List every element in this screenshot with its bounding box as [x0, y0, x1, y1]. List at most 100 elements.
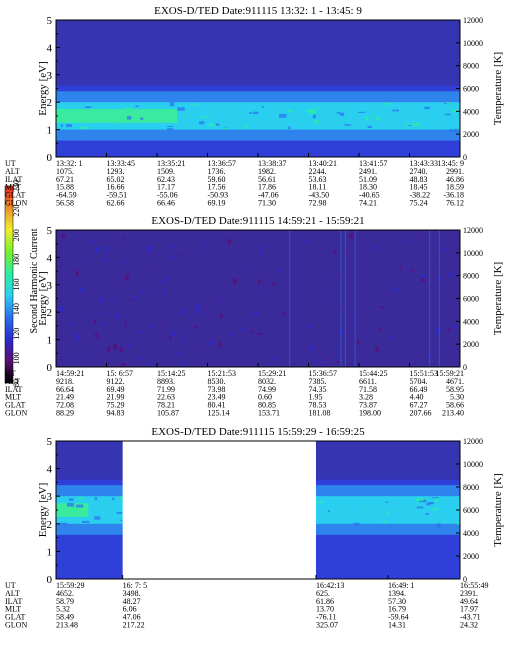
- spectrogram-cell: [149, 266, 151, 268]
- spectrogram-cell: [316, 501, 324, 503]
- orbit-cell: 17.86: [258, 183, 276, 192]
- spectrogram-cell: [338, 350, 340, 356]
- y2-tick-label: 0: [463, 575, 467, 584]
- orbit-row-label: GLON: [5, 199, 27, 208]
- spectrogram-cell: [169, 245, 174, 248]
- spectrogram-cell: [177, 253, 180, 256]
- y2-tick-label: 4000: [463, 317, 479, 326]
- spectrogram-cell: [182, 115, 189, 117]
- orbit-cell: 625.: [316, 589, 330, 598]
- spectrogram-cell: [195, 253, 199, 255]
- y2-tick-label: 0: [463, 153, 467, 162]
- spectrogram-cell: [428, 501, 434, 505]
- spectrogram-cell: [325, 358, 330, 361]
- spectrogram-cell: [251, 329, 254, 333]
- orbit-cell: 9122.: [107, 377, 125, 386]
- spectrogram-cell: [208, 123, 216, 127]
- orbit-cell: 5704.: [410, 377, 428, 386]
- spectrogram-cell: [376, 116, 381, 121]
- orbit-cell: 16:49: 1: [388, 581, 414, 590]
- y-tick-label: 3: [47, 70, 53, 82]
- spectrogram-cell: [354, 230, 356, 367]
- spectrogram-cell: [128, 342, 131, 348]
- spectrogram-cell: [166, 125, 174, 127]
- spectrogram-cell: [278, 113, 287, 118]
- orbit-cell: 15: 6:57: [107, 369, 133, 378]
- orbit-cell: 5.32: [56, 605, 70, 614]
- orbit-cell: 7385.: [309, 377, 327, 386]
- spectrogram-cell: [415, 235, 418, 237]
- orbit-row-label: MLT: [5, 183, 21, 192]
- orbit-cell: 71.58: [359, 385, 377, 394]
- y-tick-label: 2: [47, 519, 53, 531]
- spectrogram-cell: [367, 125, 372, 128]
- spectrogram-cell: [338, 274, 341, 279]
- spectrogram-cell: [93, 319, 96, 324]
- orbit-cell: 16.66: [107, 183, 125, 192]
- orbit-cell: 153.71: [258, 409, 280, 418]
- spectrogram-cell: [333, 249, 337, 253]
- y-tick-label: 4: [47, 252, 53, 264]
- spectrogram-cell: [392, 109, 399, 112]
- spectrogram-cell: [129, 124, 133, 126]
- orbit-cell: 75.24: [410, 199, 428, 208]
- spectrogram-cell: [341, 366, 344, 367]
- spectrogram-cell: [257, 333, 262, 336]
- spectrogram-cell: [94, 333, 99, 338]
- spectrogram-cell: [421, 274, 425, 278]
- y-axis-label: Energy [eV]: [37, 483, 49, 537]
- spectrogram-cell: [147, 290, 149, 296]
- plot-background: [56, 230, 460, 367]
- orbit-cell: 13:38:37: [258, 159, 286, 168]
- spectrogram-cell: [232, 278, 237, 285]
- orbit-cell: 80.41: [208, 401, 226, 410]
- orbit-cell: 18.30: [359, 183, 377, 192]
- spectrogram-cell: [75, 504, 84, 508]
- y-tick-label: 0: [47, 152, 53, 164]
- y-tick-label: 1: [47, 546, 53, 558]
- orbit-cell: 22.63: [157, 393, 175, 402]
- orbit-cell: 15:51:53: [410, 369, 438, 378]
- spectrogram-cell: [336, 112, 341, 114]
- y-tick-label: 5: [47, 436, 53, 448]
- spectrogram-cell: [375, 346, 379, 352]
- spectrogram-cell: [215, 123, 220, 126]
- y2-tick-label: 10000: [463, 39, 483, 48]
- spectrogram-cell: [176, 353, 181, 356]
- orbit-cell: 21.49: [56, 393, 74, 402]
- spectrogram-cell: [120, 519, 124, 522]
- spectrogram-cell: [129, 299, 133, 301]
- spectrogram-cell: [344, 124, 352, 126]
- spectrogram-cell: [61, 233, 66, 239]
- orbit-cell: 71.99: [157, 385, 175, 394]
- orbit-cell: 15:59:21: [436, 369, 464, 378]
- spectrogram-cell: [94, 497, 98, 501]
- orbit-cell: -40.65: [359, 191, 380, 200]
- orbit-cell: 16:55:49: [460, 581, 488, 590]
- orbit-row-label: MLT: [5, 393, 21, 402]
- spectrogram-cell: [115, 314, 120, 318]
- spectrogram-cell: [408, 125, 412, 127]
- spectrogram-cell: [82, 520, 90, 523]
- y2-tick-label: 4000: [463, 529, 479, 538]
- spectrogram-cell: [112, 497, 115, 501]
- spectrogram-cell: [371, 246, 376, 250]
- spectrogram-cell: [75, 270, 79, 276]
- upper-energy-region: [56, 20, 460, 86]
- panel-title: EXOS-D/TED Date:911115 14:59:21 - 15:59:…: [151, 215, 364, 227]
- orbit-cell: 105.87: [157, 409, 179, 418]
- orbit-cell: 18.45: [410, 183, 428, 192]
- spectrogram-cell: [344, 230, 346, 367]
- spectrogram-cell: [220, 296, 223, 302]
- orbit-cell: -59.64: [388, 613, 409, 622]
- y2-tick-label: 12000: [463, 226, 483, 235]
- spectrogram-cell: [401, 239, 405, 242]
- orbit-cell: 13:45: 9: [438, 159, 464, 168]
- orbit-row-label: GLAT: [5, 191, 26, 200]
- orbit-cell: 13:40:21: [309, 159, 337, 168]
- y2-tick-label: 0: [463, 363, 467, 372]
- orbit-cell: 8032.: [258, 377, 276, 386]
- orbit-row-label: ILAT: [5, 175, 22, 184]
- orbit-cell: 16.79: [388, 605, 406, 614]
- spectrogram-cell: [218, 341, 222, 348]
